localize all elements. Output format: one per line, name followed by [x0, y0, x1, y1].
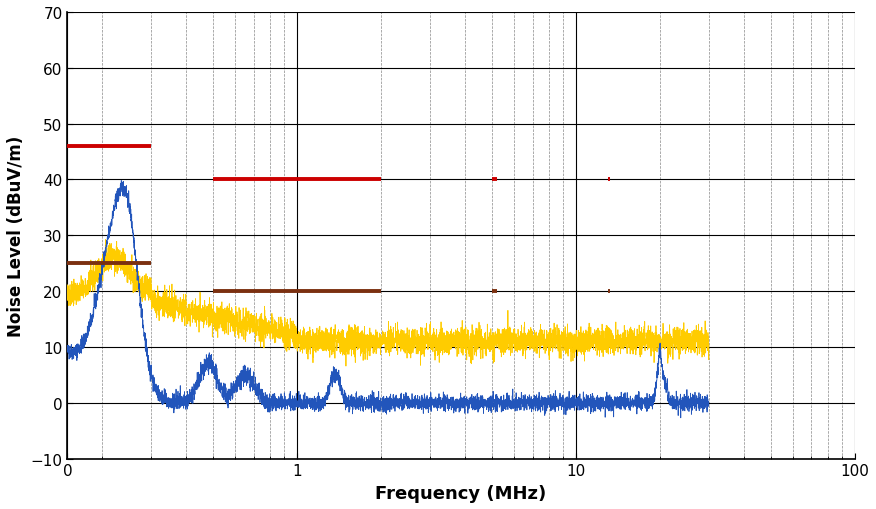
X-axis label: Frequency (MHz): Frequency (MHz): [375, 484, 547, 502]
Y-axis label: Noise Level (dBuV/m): Noise Level (dBuV/m): [7, 135, 25, 336]
